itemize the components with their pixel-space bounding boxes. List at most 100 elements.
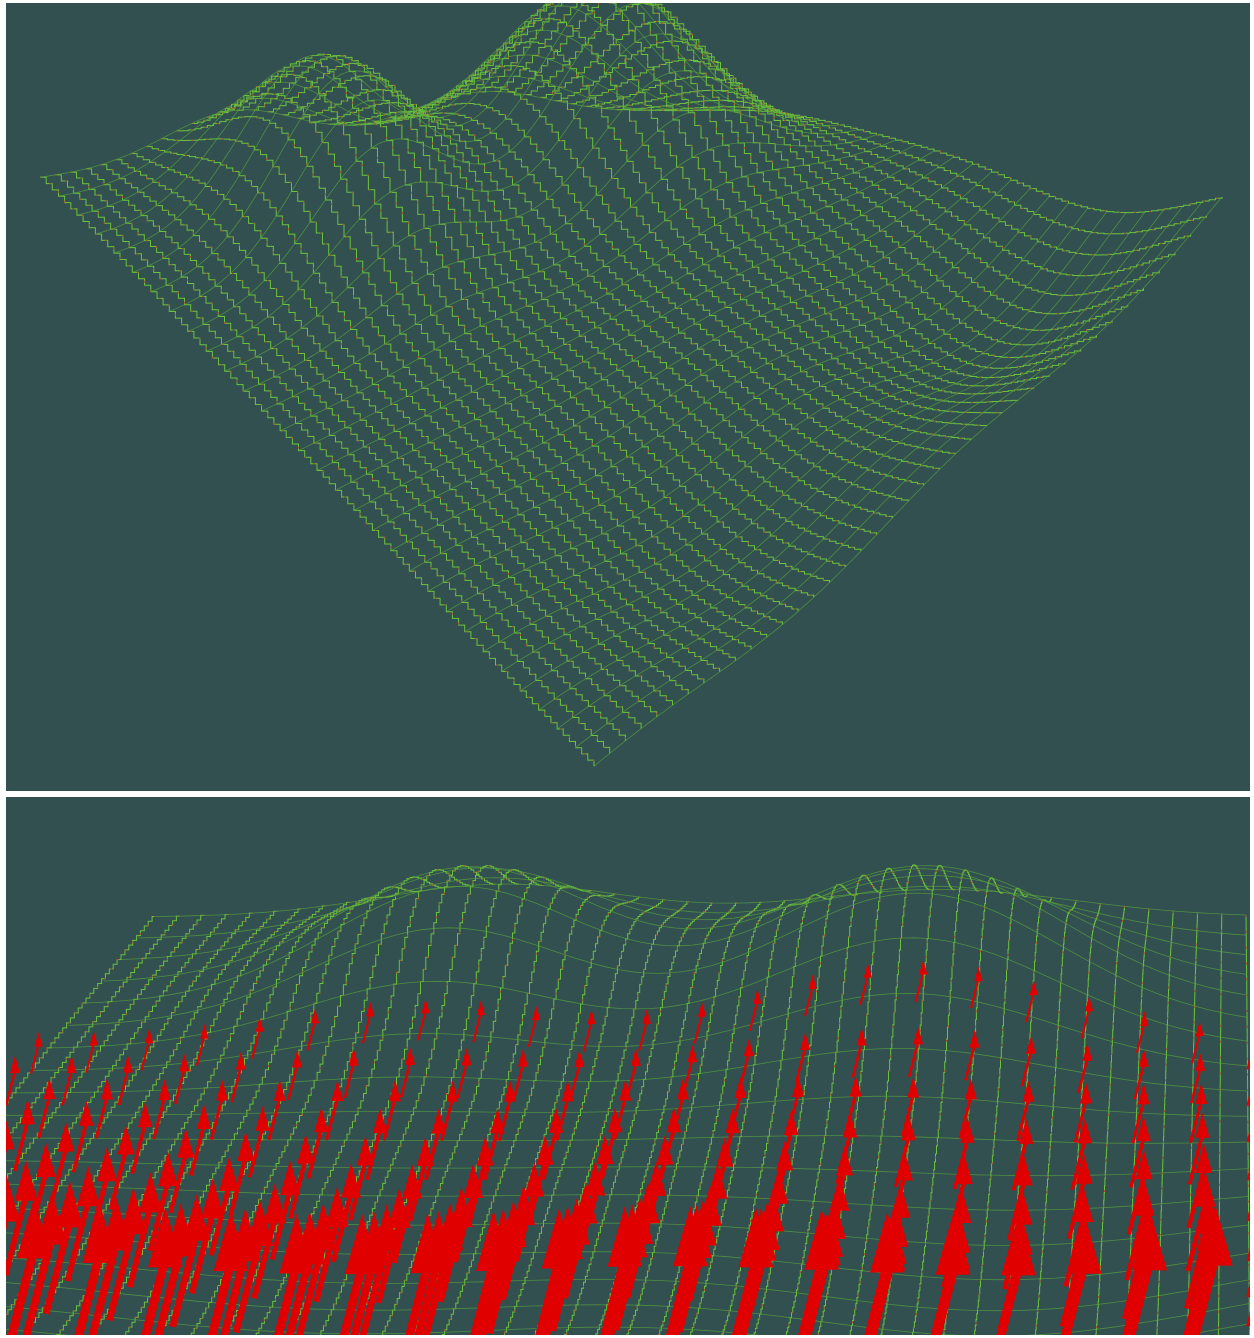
arrow-head [405,1047,415,1065]
mesh-highlight [1154,911,1174,1335]
arrow-head [1195,1022,1203,1037]
arrow-head [913,1027,923,1045]
arrow-head [139,1172,162,1212]
mesh-cross-line [104,866,1247,982]
arrow-head [36,1142,56,1177]
arrow-shaft [570,1065,579,1100]
mesh-cross-line [280,140,896,431]
surface-view-bottom [6,797,1250,1335]
arrow-shaft [916,973,923,1002]
arrow-head [891,1183,911,1218]
mesh-cross-line [40,91,646,177]
mesh-line [555,41,1128,330]
arrow-head [643,1009,651,1024]
mesh-line [40,177,594,766]
arrow-head [197,1104,211,1129]
arrow-head [792,1076,804,1097]
mesh-line [646,110,1222,213]
mesh-cross-line [465,208,1088,631]
arrow-head [34,1032,42,1047]
arrow-shaft [307,1021,314,1050]
arrow-shaft [62,1071,71,1106]
arrow-shaft [584,1022,591,1051]
mesh-line [464,3,1033,394]
arrow-head [896,1151,913,1181]
arrow-head [532,1005,540,1020]
mesh-cross-line [225,71,838,372]
mesh-cross-line [483,212,1107,652]
arrow-head [177,1128,194,1158]
mesh-cross-line [34,993,1248,1070]
arrow-head [97,1147,117,1182]
mesh-line [570,60,1143,314]
mesh-highlight [237,54,798,611]
arrow-shaft [442,1099,453,1141]
arrow-head [15,1160,38,1200]
mesh-cross-line [6,1183,1248,1210]
arrow-shaft [499,1099,510,1141]
mesh-line [1218,914,1222,1335]
mesh-line [86,169,642,729]
mesh-highlight [358,113,924,485]
arrow-head [421,999,429,1014]
mesh-line [373,103,939,469]
arrow-shaft [860,976,867,1005]
mesh-line [1246,915,1250,1335]
arrow-shaft [327,1098,338,1140]
arrow-head [698,1002,706,1017]
arrow-head [462,1048,472,1066]
arrow-head [145,1029,153,1044]
arrow-head [123,1055,133,1073]
arrow-shaft [39,1096,50,1138]
mesh-highlight [282,76,845,567]
mesh-line [146,147,704,683]
mesh-highlight [252,56,814,598]
arrow-head [1026,1036,1036,1054]
arrow-shaft [922,1266,953,1335]
arrow-shaft [796,1047,805,1082]
arrow-head [1195,1083,1207,1104]
mesh-line [343,116,908,502]
mesh-highlight [601,90,1175,275]
arrow-head [687,1045,697,1063]
mesh-line [222,61,783,625]
arrow-head [1139,1049,1149,1067]
arrow-shaft [418,1011,425,1040]
mesh-cross-line [95,30,703,234]
arrow-shaft [6,1071,15,1106]
mesh-line [237,54,798,611]
arrow-shaft [853,1043,862,1078]
arrow-head [784,1110,798,1135]
arrow-shaft [31,1045,38,1074]
arrow-head [117,1125,134,1155]
arrow-head [1030,980,1038,995]
mesh-highlight [298,90,861,551]
arrow-head [237,1131,254,1161]
arrow-shaft [909,1042,918,1077]
arrow-head [734,1077,746,1098]
arrow-shaft [269,1098,280,1140]
arrow-shaft [695,1014,702,1043]
mesh-line [252,56,814,598]
arrow-head [587,1010,595,1025]
arrow-shaft [805,987,812,1016]
mesh-highlight [192,94,752,649]
mesh-line [601,90,1175,275]
mesh-line [479,3,1049,386]
arrow-head [292,1050,302,1068]
mesh-cross-line [16,1049,1248,1093]
mesh-line [101,165,657,717]
mesh-cross-line [520,212,1145,692]
mesh-highlight [222,61,783,625]
arrow-head [744,1039,754,1057]
arrow-head [366,1002,374,1017]
arrow-head [90,1031,98,1046]
arrow-shaft [363,1014,370,1043]
mesh-highlight [616,100,1191,255]
arrow-head [1085,997,1093,1012]
mesh-cross-line [151,3,761,292]
mesh-cross-line [69,893,1248,1025]
arrow-head [1022,1081,1034,1102]
arrow-head [965,1078,977,1099]
arrow-head [1195,1053,1205,1071]
